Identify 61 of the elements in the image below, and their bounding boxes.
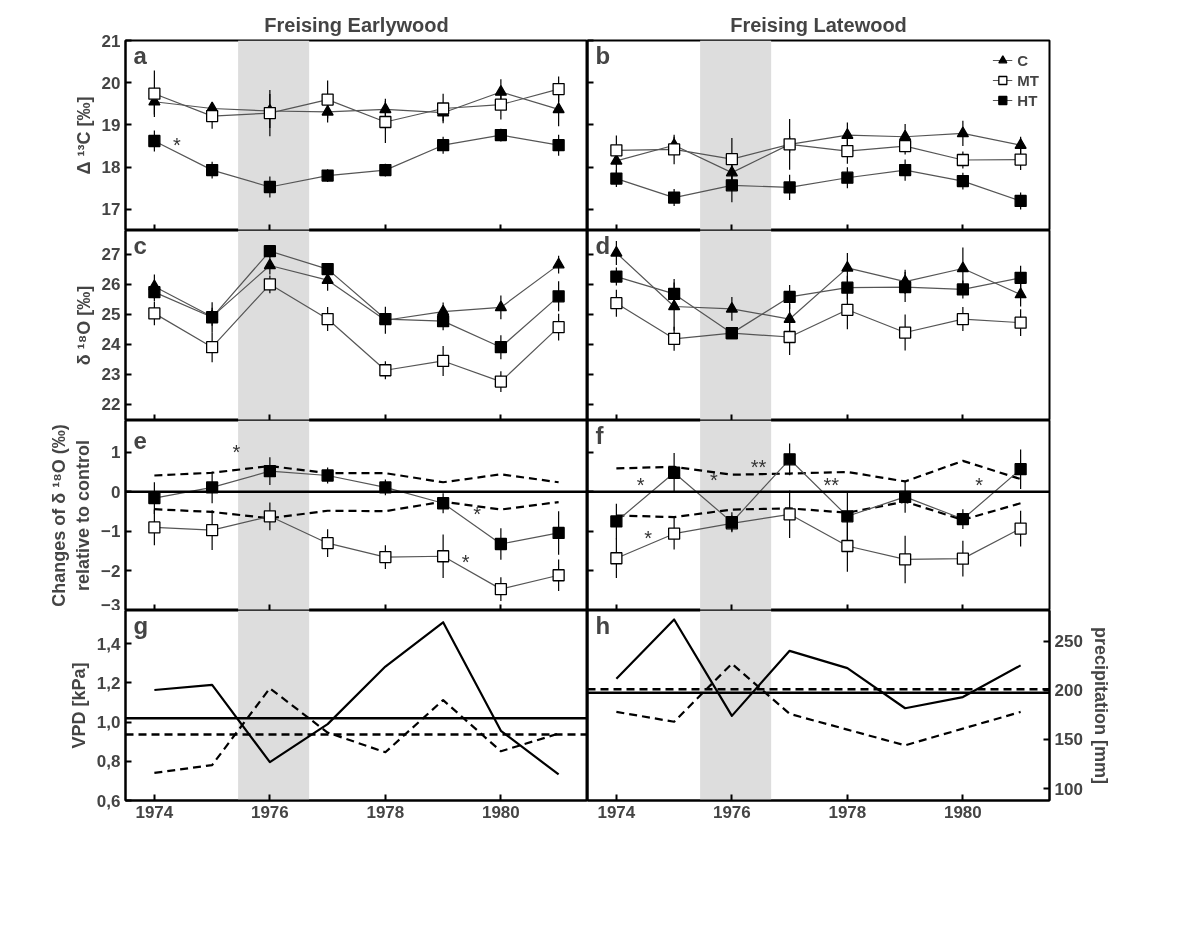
y-tick-label: 27 — [101, 245, 121, 265]
x-tick-label: 1976 — [712, 802, 751, 822]
y-tick-label: 23 — [101, 365, 121, 385]
y-tick-label: 17 — [101, 200, 121, 220]
y-tick-label: 0 — [111, 482, 121, 502]
annotation: ** — [750, 456, 767, 479]
annotation: f — [595, 421, 605, 449]
y-tick-label: 26 — [101, 275, 121, 295]
y-tick-label: 1,2 — [96, 673, 121, 693]
y2-tick-label: 250 — [1054, 632, 1083, 652]
annotation: * — [975, 473, 984, 496]
annotation: b — [595, 41, 611, 69]
y-tick-label: 1 — [111, 443, 121, 463]
annotation: * — [636, 473, 645, 496]
y-axis-title: Changes of δ ¹⁸O (‰) relative to control — [49, 424, 94, 607]
x-tick-label: 1976 — [250, 802, 289, 822]
x-tick-label: 1974 — [135, 802, 174, 822]
y2-axis-title: precipitation [mm] — [1090, 627, 1111, 785]
legend-label: MT — [1017, 71, 1039, 89]
x-tick-label: 1974 — [597, 802, 636, 822]
annotation: * — [710, 469, 719, 491]
y2-tick-label: 200 — [1054, 681, 1083, 701]
y-tick-label: 21 — [101, 31, 121, 51]
y2-tick-label: 100 — [1054, 779, 1083, 799]
annotation: * — [461, 550, 470, 573]
annotation: d — [595, 231, 611, 259]
y-tick-label: 22 — [101, 395, 121, 415]
annotation: g — [133, 611, 149, 639]
y-tick-label: 0,8 — [96, 752, 121, 772]
y-tick-label: 20 — [101, 73, 121, 93]
y-axis-title: δ ¹⁸O [‰] — [73, 285, 94, 366]
y-tick-label: 24 — [101, 335, 122, 355]
annotation: * — [473, 502, 482, 525]
x-tick-label: 1980 — [943, 802, 982, 822]
annotation: c — [133, 231, 147, 259]
annotation: * — [644, 526, 653, 549]
annotation: * — [173, 134, 182, 157]
x-tick-label: 1978 — [366, 802, 405, 822]
y-tick-label: −2 — [101, 561, 121, 581]
annotation: * — [232, 441, 241, 464]
y-axis-title: Δ ¹³C [‰] — [73, 96, 94, 175]
legend-label: HT — [1017, 91, 1038, 109]
y-tick-label: 18 — [101, 158, 121, 178]
y-tick-label: 25 — [101, 305, 121, 325]
y-tick-label: −1 — [101, 522, 121, 542]
y-tick-label: 19 — [101, 115, 121, 135]
x-tick-label: 1978 — [828, 802, 867, 822]
chart-title: Freising Earlywood — [264, 13, 449, 36]
y-tick-label: 1,0 — [96, 713, 121, 733]
y-tick-label: 1,4 — [96, 634, 122, 654]
x-tick-label: 1980 — [481, 802, 520, 822]
legend-label: C — [1017, 51, 1030, 69]
y-tick-label: −3 — [101, 595, 121, 615]
y-tick-label: 0,6 — [96, 791, 121, 811]
annotation: h — [595, 611, 611, 639]
annotation: e — [133, 426, 147, 454]
y-axis-title: VPD [kPa] — [68, 662, 89, 749]
annotation: a — [133, 41, 148, 69]
annotation: ** — [823, 473, 840, 496]
y2-tick-label: 150 — [1054, 730, 1083, 750]
chart-title: Freising Latewood — [730, 13, 907, 36]
